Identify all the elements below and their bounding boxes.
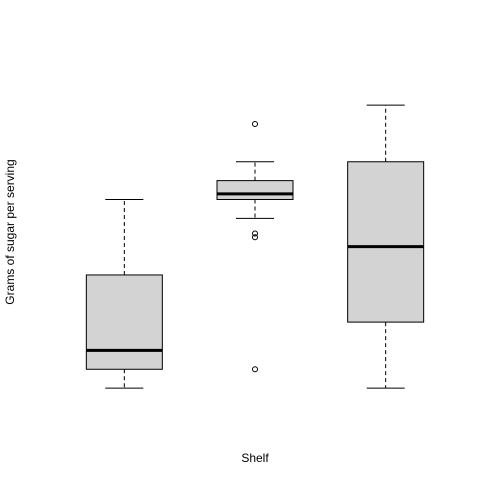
outlier-point xyxy=(252,121,258,128)
box xyxy=(85,274,163,370)
outlier-point xyxy=(252,366,258,373)
y-axis-label: Grams of sugar per serving xyxy=(3,159,17,304)
box-group xyxy=(85,104,425,389)
box xyxy=(347,161,425,323)
outlier-point xyxy=(252,230,258,237)
x-axis-label: Shelf xyxy=(241,451,269,465)
box xyxy=(216,180,294,200)
outlier-point xyxy=(252,234,258,241)
